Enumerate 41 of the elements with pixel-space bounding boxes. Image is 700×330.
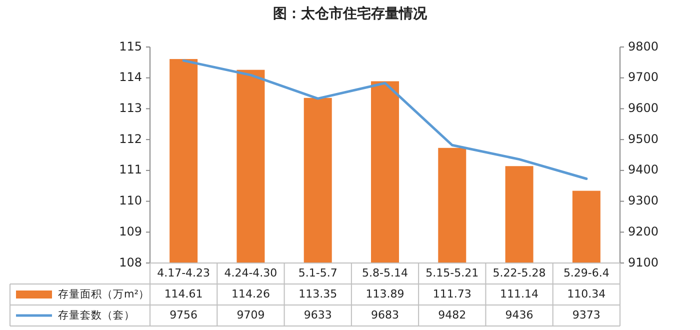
x-tick-label: 4.24-4.30 — [224, 266, 278, 280]
data-label: 9709 — [236, 308, 265, 322]
y2-tick-label: 9600 — [628, 100, 659, 115]
y-tick-label: 111 — [119, 162, 142, 177]
legend-label: 存量面积（万m²） — [58, 288, 150, 300]
data-label: 9683 — [371, 308, 399, 322]
y2-tick-label: 9300 — [628, 194, 659, 208]
y2-tick-label: 9800 — [628, 39, 659, 54]
data-label: 111.14 — [500, 288, 539, 301]
legend-label: 存量套数（套） — [58, 309, 135, 322]
y2-tick-label: 9700 — [628, 70, 659, 84]
data-label: 113.89 — [366, 288, 404, 301]
data-label: 9373 — [572, 308, 600, 322]
data-label: 113.35 — [298, 288, 338, 301]
y-tick-label: 113 — [119, 100, 142, 115]
x-tick-label: 5.22-5.28 — [492, 266, 546, 280]
y-tick-label: 110 — [119, 194, 142, 208]
x-tick-label: 5.15-5.21 — [426, 266, 479, 280]
y-tick-label: 115 — [119, 39, 142, 54]
x-tick-label: 5.1-5.7 — [298, 266, 338, 280]
data-label: 9756 — [170, 308, 198, 322]
y2-tick-label: 9200 — [628, 224, 659, 238]
y-tick-label: 109 — [119, 224, 142, 238]
data-label: 114.26 — [231, 288, 270, 301]
x-tick-label: 4.17-4.23 — [157, 266, 210, 280]
x-tick-label: 5.8-5.14 — [362, 266, 408, 280]
data-label: 9482 — [438, 308, 466, 322]
y-tick-label: 112 — [119, 132, 142, 146]
data-label: 9633 — [304, 308, 332, 322]
data-label: 110.34 — [567, 288, 606, 301]
data-label: 114.61 — [164, 288, 203, 301]
line-series — [182, 59, 588, 180]
y2-tick-label: 9400 — [628, 162, 659, 177]
x-tick-label: 5.29-6.4 — [563, 266, 610, 280]
y2-tick-label: 9500 — [628, 132, 659, 146]
data-label: 9436 — [505, 308, 534, 322]
y-tick-label: 108 — [119, 255, 142, 270]
y2-tick-label: 9100 — [628, 255, 659, 270]
data-label: 111.73 — [432, 288, 472, 301]
chart-title: 图：太仓市住宅存量情况 — [273, 4, 428, 22]
y-tick-label: 114 — [119, 70, 142, 84]
